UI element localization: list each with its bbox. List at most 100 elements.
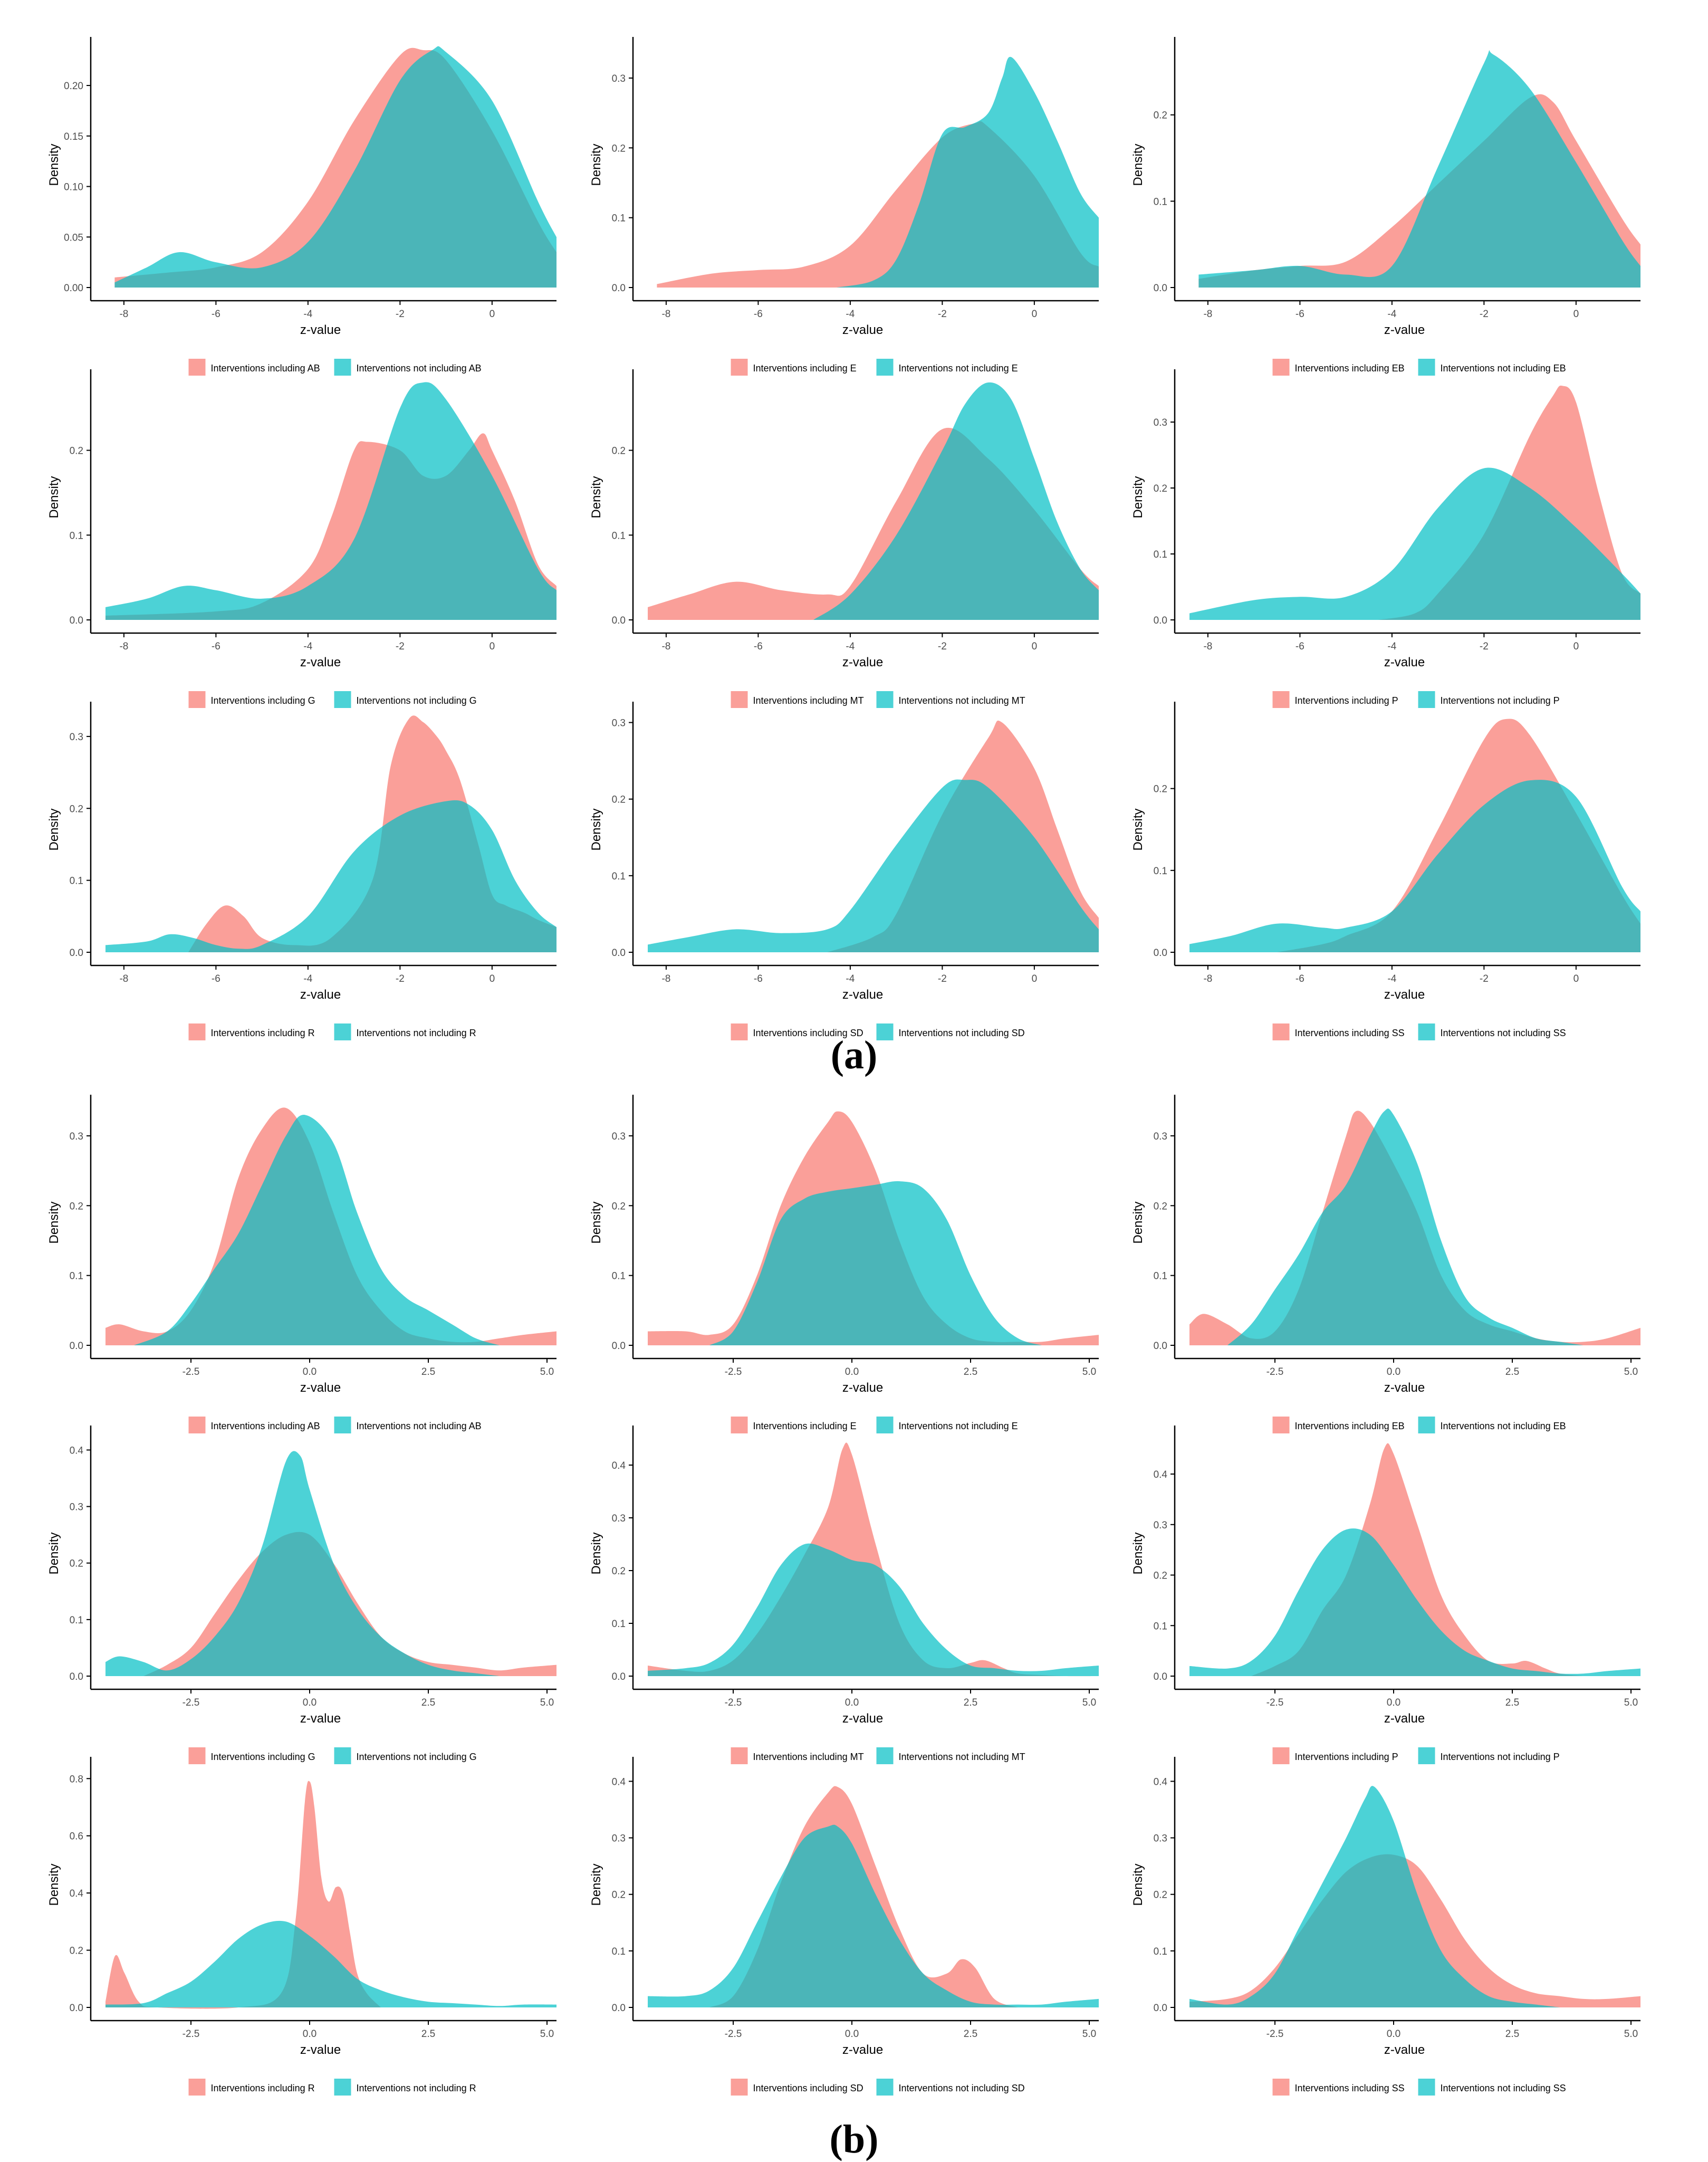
legend-swatch-including bbox=[188, 691, 206, 708]
x-tick-label: 0.0 bbox=[1387, 1697, 1400, 1708]
y-tick-label: 0.1 bbox=[612, 530, 626, 541]
legend-label-including: Interventions including R bbox=[211, 1028, 315, 1038]
y-tick-label: 0.4 bbox=[1154, 1776, 1168, 1787]
x-tick-label: 2.5 bbox=[964, 1366, 977, 1377]
y-axis-title: Density bbox=[589, 1532, 603, 1574]
legend-label-not-including: Interventions not including G bbox=[357, 1752, 477, 1762]
legend-swatch-including bbox=[1272, 1023, 1290, 1040]
legend-label-including: Interventions including SS bbox=[1295, 2083, 1405, 2093]
y-tick-label: 0.15 bbox=[64, 131, 83, 142]
legend-swatch-not-including bbox=[876, 2079, 894, 2096]
x-tick-label: 5.0 bbox=[1082, 1366, 1096, 1377]
density-area-not-including bbox=[1189, 467, 1640, 620]
y-tick-label: 0.6 bbox=[70, 1831, 83, 1842]
x-axis-title: z-value bbox=[1384, 323, 1425, 337]
legend-label-including: Interventions including EB bbox=[1295, 363, 1405, 374]
x-tick-label: -6 bbox=[754, 973, 763, 984]
y-tick-label: 0.2 bbox=[612, 1201, 626, 1212]
legend-label-including: Interventions including G bbox=[211, 1752, 315, 1762]
density-area-not-including bbox=[114, 46, 556, 288]
legend-swatch-not-including bbox=[334, 1417, 351, 1433]
y-tick-label: 0.2 bbox=[70, 1946, 83, 1957]
legend-swatch-including bbox=[1272, 2079, 1290, 2096]
y-tick-label: 0.3 bbox=[612, 1131, 626, 1142]
y-axis-title: Density bbox=[1131, 1863, 1145, 1906]
x-tick-label: -4 bbox=[303, 309, 312, 320]
legend-swatch-including bbox=[188, 359, 206, 376]
legend-label-including: Interventions including P bbox=[1295, 695, 1398, 706]
x-tick-label: 0 bbox=[1573, 973, 1579, 984]
density-area-including bbox=[648, 1442, 1099, 1677]
y-axis-title: Density bbox=[47, 1863, 61, 1906]
x-axis-title: z-value bbox=[1384, 2043, 1425, 2057]
x-axis-title: z-value bbox=[1384, 1711, 1425, 1726]
y-tick-label: 0.2 bbox=[70, 1558, 83, 1570]
y-tick-label: 0.2 bbox=[1154, 1890, 1167, 1901]
x-tick-label: 0 bbox=[490, 309, 495, 320]
x-axis-title: z-value bbox=[842, 988, 883, 1002]
legend-label-including: Interventions including MT bbox=[753, 695, 864, 706]
legend-swatch-not-including bbox=[1418, 2079, 1435, 2096]
x-tick-label: 2.5 bbox=[964, 1697, 977, 1708]
x-tick-label: 0.0 bbox=[845, 1366, 859, 1377]
legend-swatch-including bbox=[731, 691, 748, 708]
legend-swatch-including bbox=[188, 1417, 206, 1433]
x-tick-label: 2.5 bbox=[421, 1366, 435, 1377]
density-chart-a-6: -8 -6 -4 -2 0 0.0 0.1 0.2 0.3 z-value Density Inter… bbox=[1131, 369, 1640, 708]
y-tick-label: 0.2 bbox=[612, 795, 626, 806]
x-tick-label: 5.0 bbox=[1624, 1366, 1638, 1377]
panel-a-label: (a) bbox=[831, 1033, 878, 1077]
y-tick-label: 0.0 bbox=[70, 615, 83, 626]
x-tick-label: -8 bbox=[1203, 641, 1212, 652]
density-area-not-including bbox=[1189, 1786, 1560, 2007]
x-tick-label: 0 bbox=[490, 641, 495, 652]
x-tick-label: 5.0 bbox=[1082, 2029, 1096, 2040]
density-chart-a-1: -8 -6 -4 -2 0 0.00 0.05 0.10 0.15 0.20 z-value Dens… bbox=[47, 37, 556, 376]
y-tick-label: 0.0 bbox=[612, 2003, 626, 2014]
legend-label-including: Interventions including E bbox=[753, 1421, 857, 1431]
legend-swatch-including bbox=[188, 1747, 206, 1764]
legend-swatch-not-including bbox=[1418, 1747, 1435, 1764]
legend-swatch-including bbox=[731, 2079, 748, 2096]
y-axis-title: Density bbox=[589, 1201, 603, 1243]
legend-swatch-not-including bbox=[1418, 1023, 1435, 1040]
density-chart-a-3: -8 -6 -4 -2 0 0.0 0.1 0.2 z-value Density Interven… bbox=[1131, 37, 1640, 376]
legend-label-including: Interventions including MT bbox=[753, 1752, 864, 1762]
y-tick-label: 0.2 bbox=[1154, 483, 1167, 494]
x-tick-label: 0.0 bbox=[303, 2029, 316, 2040]
y-tick-label: 0.1 bbox=[1154, 549, 1167, 560]
y-axis-title: Density bbox=[47, 144, 61, 186]
legend-label-including: Interventions including SD bbox=[753, 2083, 863, 2093]
legend-swatch-including bbox=[1272, 1747, 1290, 1764]
legend-label-including: Interventions including AB bbox=[211, 1421, 320, 1431]
density-area-not-including bbox=[648, 1543, 1099, 1676]
x-tick-label: -2.5 bbox=[1266, 1697, 1284, 1708]
y-tick-label: 0.3 bbox=[612, 73, 626, 84]
x-tick-label: 0.0 bbox=[1387, 1366, 1400, 1377]
x-tick-label: -2 bbox=[396, 973, 405, 984]
legend-label-not-including: Interventions not including SS bbox=[1441, 1028, 1566, 1038]
density-area-not-including bbox=[134, 1115, 500, 1345]
density-area-not-including bbox=[1189, 780, 1640, 952]
y-tick-label: 0.2 bbox=[1154, 1201, 1167, 1212]
x-tick-label: 0.0 bbox=[845, 2029, 859, 2040]
density-area-not-including bbox=[105, 800, 556, 952]
x-tick-label: -2 bbox=[1480, 309, 1489, 320]
x-tick-label: 5.0 bbox=[1624, 1697, 1638, 1708]
x-tick-label: -8 bbox=[119, 973, 128, 984]
x-axis-title: z-value bbox=[1384, 988, 1425, 1002]
legend-label-not-including: Interventions not including P bbox=[1441, 1752, 1560, 1762]
legend-label-not-including: Interventions not including E bbox=[899, 363, 1018, 374]
legend-label-including: Interventions including R bbox=[211, 2083, 315, 2093]
legend-swatch-not-including bbox=[876, 359, 894, 376]
y-tick-label: 0.0 bbox=[612, 615, 626, 626]
legend-label-not-including: Interventions not including R bbox=[357, 2083, 476, 2093]
y-tick-label: 0.2 bbox=[612, 143, 626, 154]
y-tick-label: 0.1 bbox=[1154, 866, 1167, 877]
x-tick-label: -8 bbox=[1203, 309, 1212, 320]
y-tick-label: 0.3 bbox=[70, 732, 83, 743]
x-tick-label: 0.0 bbox=[1387, 2029, 1400, 2040]
legend-label-including: Interventions including SD bbox=[753, 1028, 863, 1038]
legend-swatch-not-including bbox=[334, 1747, 351, 1764]
y-axis-title: Density bbox=[47, 1532, 61, 1574]
